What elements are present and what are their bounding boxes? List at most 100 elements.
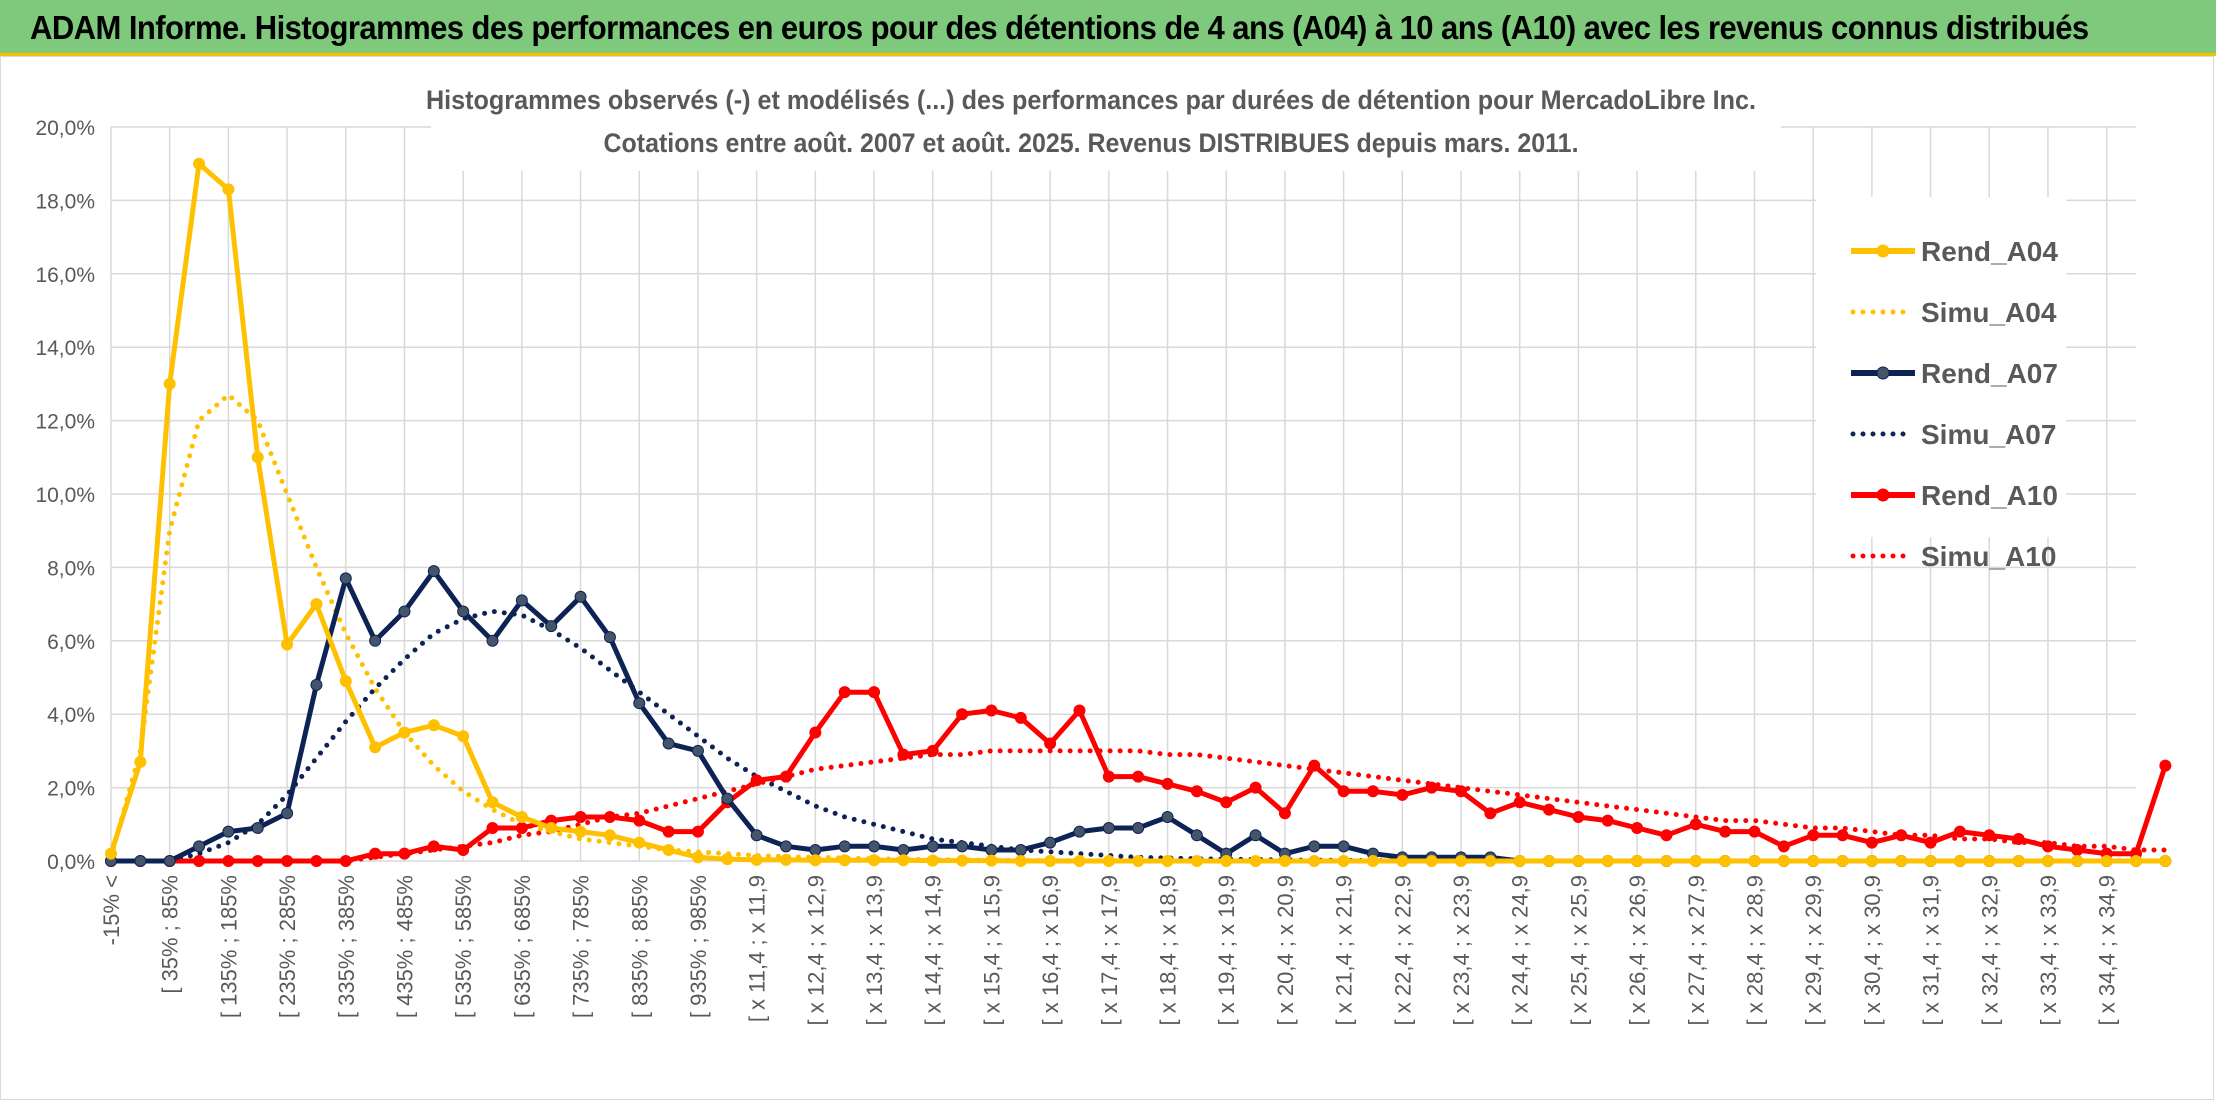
data-point xyxy=(281,807,294,820)
data-point xyxy=(1396,788,1409,801)
data-point xyxy=(1161,855,1174,867)
x-tick-label: [ x 27,4 ; x 27,9 xyxy=(1684,875,1709,1025)
data-point xyxy=(251,855,264,867)
data-point xyxy=(1924,855,1937,867)
data-point xyxy=(1924,836,1937,849)
data-point xyxy=(105,847,117,860)
data-point xyxy=(1190,829,1203,842)
y-tick-label: 18,0% xyxy=(35,190,95,213)
data-point xyxy=(1748,825,1761,838)
y-tick-label: 12,0% xyxy=(35,411,95,434)
data-point xyxy=(1601,855,1614,867)
data-point xyxy=(1425,855,1438,867)
data-point xyxy=(310,678,323,691)
data-point xyxy=(339,572,352,585)
data-point xyxy=(1572,810,1585,823)
data-point xyxy=(486,821,499,834)
data-point xyxy=(2041,840,2054,853)
data-point xyxy=(1631,821,1644,834)
data-point xyxy=(1953,855,1966,867)
data-point xyxy=(1836,855,1849,867)
y-axis: 0,0% 2,0% 4,0% 6,0% 8,0% 10,0% 12,0% 14,0% 16,0%… xyxy=(35,117,95,874)
data-point xyxy=(838,686,851,699)
data-point xyxy=(1249,829,1262,842)
data-point xyxy=(193,855,206,867)
x-tick-label: [ x 25,4 ; x 25,9 xyxy=(1566,875,1591,1025)
data-point xyxy=(1102,770,1115,783)
x-tick-label: [ x 13,4 ; x 13,9 xyxy=(862,875,887,1025)
legend-item-Simu_A07: Simu_A07 xyxy=(1850,419,2056,450)
data-point xyxy=(1777,840,1790,853)
legend-label: Simu_A04 xyxy=(1921,297,2057,328)
data-point xyxy=(2130,855,2142,867)
data-point xyxy=(134,855,147,867)
data-point xyxy=(1014,843,1027,856)
x-tick-label: [ 235% ; 285% xyxy=(275,875,300,1018)
data-point xyxy=(662,843,675,856)
data-point xyxy=(1278,855,1291,867)
data-point xyxy=(486,796,499,809)
x-tick-label: [ 935% ; 985% xyxy=(686,875,711,1018)
data-point xyxy=(427,719,440,732)
series-Rend_A04 xyxy=(105,157,2172,867)
data-point xyxy=(1895,855,1908,867)
data-point xyxy=(2071,855,2084,867)
data-point xyxy=(1337,855,1350,867)
data-point xyxy=(662,825,675,838)
data-point xyxy=(193,840,206,853)
data-point xyxy=(1484,807,1497,820)
data-point xyxy=(281,855,294,867)
x-tick-label: [ x 33,4 ; x 33,9 xyxy=(2036,875,2061,1025)
legend-marker xyxy=(1876,244,1890,258)
y-tick-label: 20,0% xyxy=(35,117,95,140)
data-point xyxy=(1748,855,1761,867)
x-tick-label: [ x 31,4 ; x 31,9 xyxy=(1919,875,1944,1025)
data-point xyxy=(1073,855,1086,867)
series-line xyxy=(111,568,2166,864)
data-point xyxy=(633,697,646,710)
data-point xyxy=(574,810,587,823)
data-point xyxy=(163,377,176,390)
legend-item-Rend_A04: Rend_A04 xyxy=(1851,236,2058,267)
data-point xyxy=(427,565,440,578)
data-point xyxy=(163,855,176,867)
data-point xyxy=(545,821,558,834)
chart-title: Histogrammes observés (-) et modélisés (… xyxy=(426,79,1781,171)
data-point xyxy=(1572,855,1585,867)
series-lines xyxy=(105,157,2172,867)
data-point xyxy=(545,620,558,633)
data-point xyxy=(2012,832,2025,845)
data-point xyxy=(868,840,881,853)
data-point xyxy=(457,605,470,618)
report-banner: ADAM Informe. Histogrammes des performan… xyxy=(0,0,2216,56)
data-point xyxy=(926,840,939,853)
data-point xyxy=(1513,855,1526,867)
data-point xyxy=(1983,855,1996,867)
x-tick-label: [ x 29,4 ; x 29,9 xyxy=(1801,875,1826,1025)
data-point xyxy=(691,851,704,864)
data-point xyxy=(985,854,998,867)
data-point xyxy=(985,704,998,717)
data-point xyxy=(427,840,440,853)
data-point xyxy=(1455,785,1467,798)
data-point xyxy=(1895,829,1908,842)
data-point xyxy=(369,847,382,860)
data-point xyxy=(457,730,470,743)
report-title: ADAM Informe. Histogrammes des performan… xyxy=(30,9,2089,46)
data-point xyxy=(691,825,704,838)
x-tick-label: [ 635% ; 685% xyxy=(510,875,535,1018)
data-point xyxy=(457,843,470,856)
series-Simu_A07 xyxy=(108,608,1435,864)
data-point xyxy=(897,854,910,867)
y-tick-label: 8,0% xyxy=(47,557,95,580)
title-backdrop xyxy=(431,79,1781,171)
data-point xyxy=(2071,843,2084,856)
data-point xyxy=(1719,825,1732,838)
data-point xyxy=(1983,829,1996,842)
y-tick-label: 0,0% xyxy=(47,851,95,874)
y-tick-label: 4,0% xyxy=(47,704,95,727)
data-point xyxy=(2100,855,2113,867)
legend-marker xyxy=(1876,366,1890,380)
data-point xyxy=(339,675,352,688)
x-tick-label: [ x 15,4 ; x 15,9 xyxy=(979,875,1004,1025)
